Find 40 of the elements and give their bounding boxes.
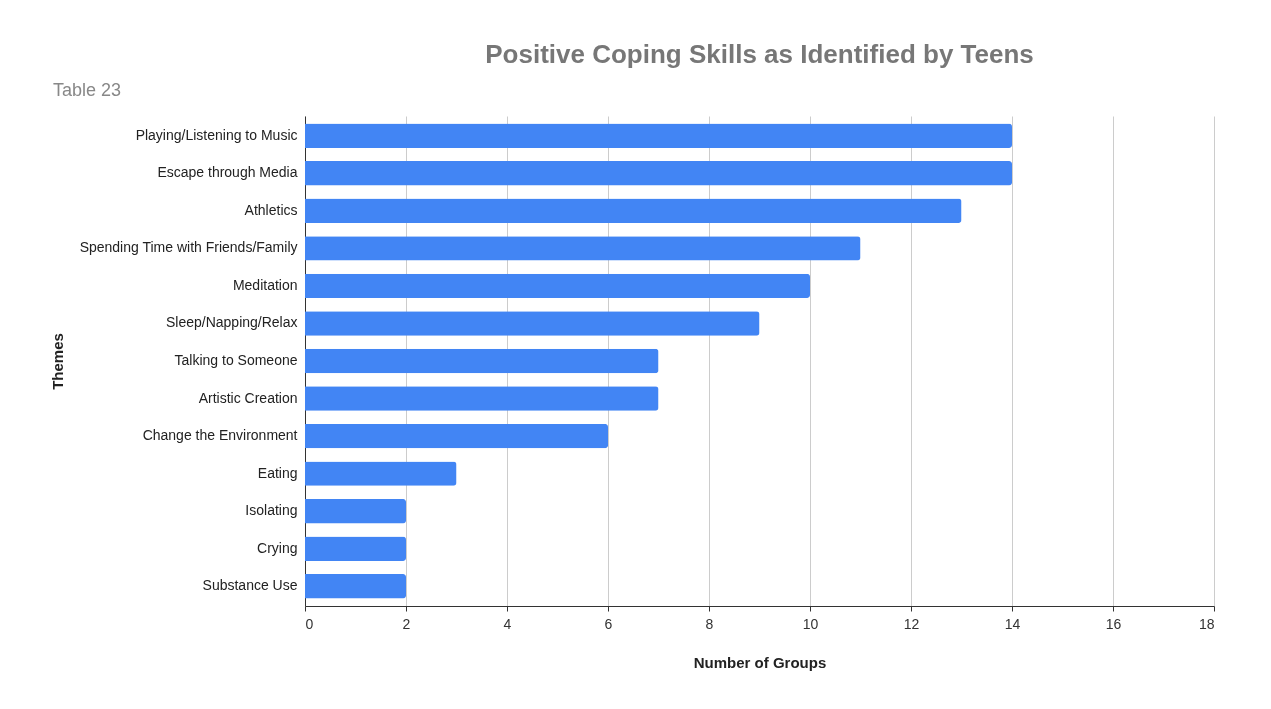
bar — [305, 311, 760, 336]
x-tick-label: 8 — [705, 615, 714, 632]
y-axis-title: Themes — [48, 333, 66, 390]
x-axis-title: Number of Groups — [693, 653, 827, 671]
y-tick-label: Athletics — [244, 201, 298, 218]
x-tick-label: 18 — [1198, 615, 1215, 632]
bar — [305, 574, 406, 599]
x-tick-label: 10 — [802, 615, 819, 632]
bar — [305, 198, 962, 224]
y-tick-label: Substance Use — [202, 577, 298, 594]
bar — [305, 236, 861, 261]
x-tick-label: 4 — [503, 615, 512, 632]
bar — [305, 161, 1012, 186]
bar — [305, 123, 1012, 148]
y-tick-label: Eating — [257, 464, 298, 481]
y-tick-label: Playing/Listening to Music — [135, 126, 298, 143]
y-tick-label: Isolating — [245, 502, 298, 519]
bar — [305, 461, 457, 486]
bar — [305, 536, 406, 561]
y-tick-label: Crying — [257, 539, 298, 556]
x-tick-label: 0 — [305, 615, 314, 632]
x-tick-label: 12 — [903, 615, 920, 632]
bar — [305, 348, 659, 374]
y-tick-label: Meditation — [232, 276, 298, 293]
x-tick-label: 2 — [402, 615, 411, 632]
bar — [305, 273, 810, 299]
y-tick-label: Spending Time with Friends/Family — [79, 239, 298, 256]
y-tick-label: Artistic Creation — [198, 389, 298, 406]
x-tick-label: 6 — [604, 615, 613, 632]
chart-title: Positive Coping Skills as Identified by Teens — [485, 39, 1034, 69]
y-tick-label: Sleep/Napping/Relax — [165, 314, 298, 331]
text: Table 23 — [53, 80, 122, 101]
x-tick-label: 14 — [1004, 615, 1021, 632]
x-tick-label: 16 — [1105, 615, 1122, 632]
y-tick-label: Talking to Someone — [174, 352, 298, 368]
bar — [305, 498, 406, 524]
y-tick-label: Escape through Media — [157, 164, 298, 181]
y-tick-label: Change the Environment — [142, 427, 298, 444]
bar — [305, 423, 608, 449]
bar — [305, 386, 659, 411]
